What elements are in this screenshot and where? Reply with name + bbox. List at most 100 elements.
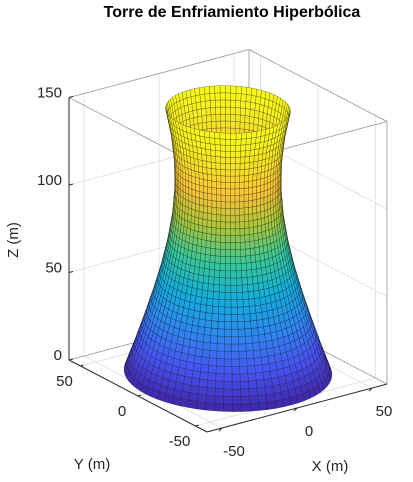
surface-patch — [214, 403, 224, 412]
surface-patch — [194, 348, 203, 357]
surface-patch — [234, 214, 240, 223]
surface-patch — [199, 304, 207, 313]
surface-patch — [215, 365, 225, 374]
surface-patch — [220, 194, 226, 202]
surface-patch — [201, 232, 207, 241]
surface-patch — [239, 221, 245, 229]
surface-patch — [230, 256, 236, 264]
surface-patch — [200, 147, 207, 156]
surface-patch — [259, 348, 268, 358]
surface-patch — [230, 249, 236, 257]
surface-patch — [268, 362, 278, 372]
surface-patch — [216, 343, 225, 352]
surface-patch — [244, 115, 250, 124]
surface-patch — [241, 132, 247, 140]
surface-patch — [192, 370, 201, 380]
surface-patch — [191, 244, 198, 253]
surface-patch — [200, 364, 209, 373]
surface-patch — [215, 150, 221, 158]
surface-patch — [205, 142, 211, 150]
surface-patch — [192, 317, 200, 327]
surface-patch — [225, 163, 231, 171]
surface-patch — [207, 173, 213, 182]
surface-patch — [211, 168, 217, 176]
y-tick-label: -50 — [169, 433, 191, 450]
surface-patch — [188, 301, 196, 311]
surface-patch — [214, 262, 221, 271]
surface-patch — [252, 212, 258, 221]
surface-patch — [235, 163, 241, 170]
surface-patch — [240, 395, 251, 405]
surface-patch — [241, 277, 248, 286]
surface-patch — [250, 137, 257, 145]
surface-patch — [232, 403, 242, 412]
surface-patch — [256, 386, 266, 396]
surface-patch — [244, 320, 252, 330]
surface-patch — [254, 297, 261, 306]
surface-patch — [206, 297, 214, 307]
surface-patch — [255, 96, 261, 105]
surface-patch — [206, 226, 212, 235]
surface-patch — [201, 115, 207, 123]
surface-patch — [220, 113, 226, 122]
surface-patch — [248, 161, 254, 169]
surface-patch — [246, 357, 255, 367]
box-edge — [68, 49, 250, 98]
surface-patch — [260, 217, 266, 226]
surface-patch — [252, 167, 258, 175]
surface-patch — [257, 153, 263, 162]
surface-patch — [235, 86, 242, 94]
surface-patch — [230, 157, 236, 164]
surface-patch — [225, 221, 231, 229]
surface-patch — [257, 274, 264, 284]
surface-patch — [193, 310, 201, 319]
surface-patch — [193, 116, 199, 125]
surface-patch — [210, 234, 217, 242]
surface-patch — [190, 332, 198, 342]
surface-patch — [207, 372, 217, 381]
surface-patch — [260, 356, 270, 365]
surface-patch — [230, 201, 236, 209]
surface-patch — [195, 94, 201, 103]
surface-patch — [205, 247, 211, 256]
surface-patch — [224, 336, 232, 345]
surface-patch — [248, 380, 258, 389]
surface-patch — [195, 340, 204, 350]
surface-patch — [230, 169, 236, 177]
surface-patch — [214, 92, 221, 101]
surface-patch — [257, 394, 267, 404]
surface-patch — [224, 328, 232, 337]
surface-patch — [240, 255, 247, 264]
surface-patch — [214, 269, 221, 278]
surface-patch — [225, 169, 231, 177]
surface-patch — [252, 192, 257, 201]
surface-patch — [245, 144, 251, 151]
surface-patch — [220, 214, 226, 223]
z-tick-label: 100 — [37, 172, 62, 189]
surface-patch — [271, 376, 280, 387]
surface-patch — [211, 187, 217, 195]
surface-patch — [234, 201, 240, 209]
x-tick — [293, 407, 298, 412]
surface-patch — [202, 282, 209, 291]
surface-patch — [254, 364, 263, 374]
surface-patch — [245, 335, 253, 344]
surface-patch — [218, 299, 226, 308]
surface-patch — [252, 219, 258, 228]
surface-patch — [201, 154, 207, 162]
surface-patch — [260, 303, 268, 313]
surface-patch — [264, 209, 269, 218]
surface-patch — [239, 114, 246, 123]
surface-patch — [200, 253, 206, 262]
surface-patch — [252, 205, 257, 214]
surface-patch — [202, 160, 208, 168]
surface-patch — [253, 154, 259, 162]
surface-patch — [235, 249, 241, 257]
surface-patch — [188, 399, 198, 410]
surface-patch — [235, 242, 241, 250]
surface-patch — [248, 206, 253, 215]
surface-patch — [234, 221, 240, 229]
surface-patch — [224, 314, 232, 322]
surface-patch — [205, 394, 216, 404]
surface-patch — [209, 342, 218, 352]
